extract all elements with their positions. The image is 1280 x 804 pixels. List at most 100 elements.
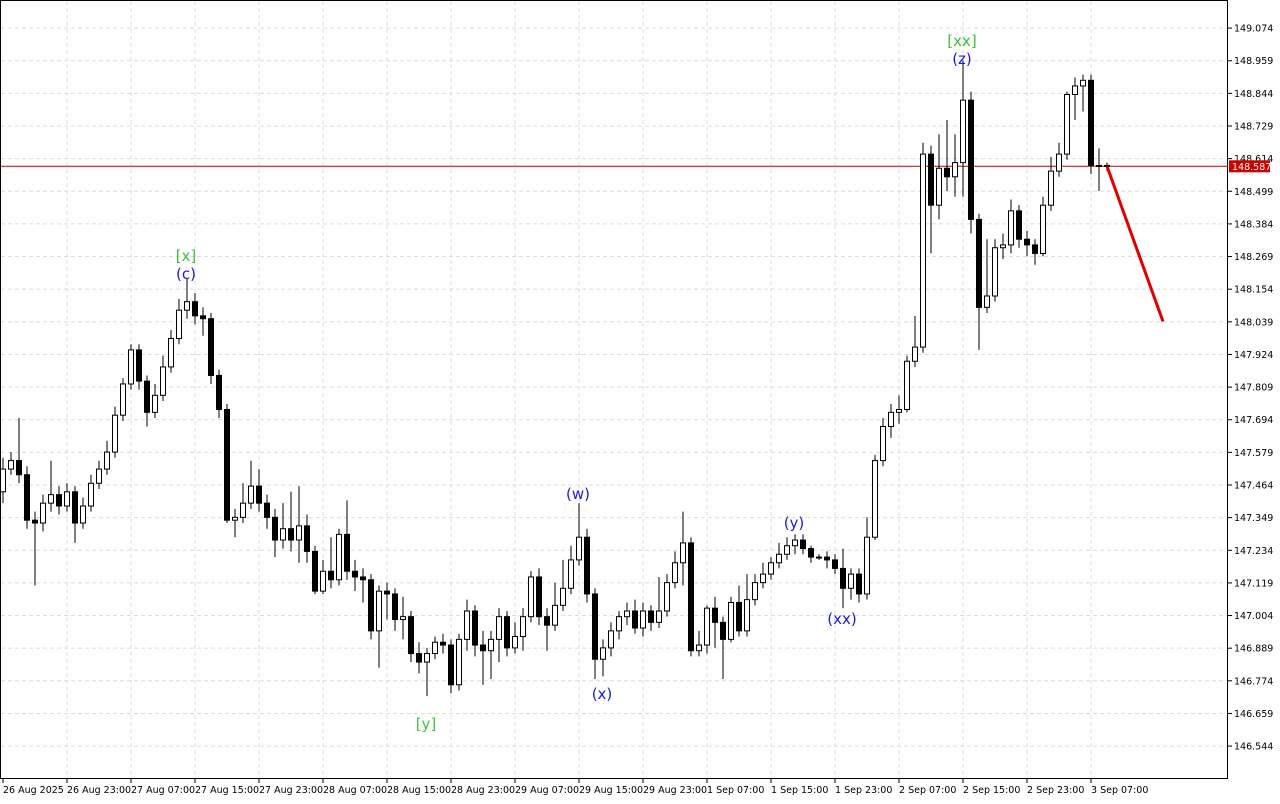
candle-body [232,516,238,521]
candle-body [408,616,414,655]
candle-body [272,516,278,541]
candle-body [880,426,886,462]
candle-body [16,460,22,476]
candle-body [1072,85,1078,96]
candle-body [424,653,430,663]
candle-body [968,99,974,220]
y-tick-label: 146.544 [1234,742,1273,753]
candle-body [864,536,870,595]
candle-body [328,570,334,581]
candle-body [960,99,966,164]
x-tick-label: 29 Aug 07:00 [515,785,579,796]
candle-body [392,593,398,621]
candle-body [312,550,318,592]
x-tick-label: 1 Sep 23:00 [835,785,892,796]
y-tick-label: 147.004 [1234,611,1273,622]
y-tick-label: 149.074 [1234,24,1273,35]
candle-body [824,556,830,561]
candle-body [920,153,926,348]
candle-body [600,647,606,660]
candle-body [744,599,750,632]
y-tick-label: 148.384 [1234,219,1273,230]
candle-body [832,559,838,569]
candle-body [664,582,670,612]
candle-body [216,374,222,411]
candle-body [776,553,782,564]
candle-body [1088,79,1094,166]
candle-body [984,295,990,308]
x-tick-label: 26 Aug 23:00 [67,785,131,796]
x-tick-label: 27 Aug 15:00 [195,785,259,796]
candle-body [696,644,702,652]
candle-body [112,414,118,453]
x-tick-label: 27 Aug 07:00 [131,785,195,796]
wave-label: (xx) [827,610,856,628]
x-tick-label: 28 Aug 23:00 [451,785,515,796]
candle-body [200,315,206,320]
candle-body [168,338,174,368]
candle-body [640,610,646,629]
candle-body [224,409,230,521]
candle-body [96,468,102,484]
y-tick-label: 146.659 [1234,709,1273,720]
candle-body [952,162,958,178]
candle-body [544,616,550,626]
y-tick-label: 148.614 [1234,154,1273,165]
candle-body [464,610,470,640]
y-tick-label: 148.844 [1234,89,1273,100]
candle-body [72,491,78,524]
candle-body [528,576,534,618]
wave-label: (w) [566,485,590,503]
candle-body [0,468,6,493]
candle-body [784,545,790,555]
y-tick-label: 146.889 [1234,644,1273,655]
candle-body [1080,79,1086,87]
y-tick-label: 147.234 [1234,546,1273,557]
candle-body [728,601,734,640]
candle-body [40,502,46,524]
candle-body [160,366,166,396]
candle-body [432,641,438,655]
candle-body [448,644,454,686]
candle-body [64,491,70,507]
candle-body [800,539,806,550]
y-tick-label: 146.774 [1234,676,1273,687]
candle-body [192,301,198,317]
candle-body [680,542,686,564]
candle-body [720,621,726,640]
candle-body [88,482,94,507]
candle-body [440,641,446,646]
y-tick-label: 148.154 [1234,285,1273,296]
candle-body [80,505,86,524]
candle-body [768,562,774,575]
candle-body [1096,164,1102,167]
candle-body [688,542,694,652]
candle-body [816,556,822,559]
x-tick-label: 26 Aug 2025 [3,785,64,796]
candle-body [560,587,566,606]
y-tick-label: 147.579 [1234,448,1273,459]
candle-body [376,590,382,632]
candle-body [608,630,614,649]
candle-body [120,383,126,416]
candle-body [536,576,542,618]
candle-body [104,451,110,470]
candle-body [1048,170,1054,206]
candle-body [488,638,494,652]
plot-frame [0,0,1228,779]
candle-body [504,616,510,649]
candle-body [176,309,182,340]
candle-body [904,360,910,411]
candle-body [1008,210,1014,246]
candle-body [672,562,678,584]
candle-body [336,533,342,581]
candle-body [352,570,358,578]
x-tick-label: 2 Sep 23:00 [1027,785,1084,796]
candle-body [928,153,934,206]
candle-body [1016,210,1022,240]
candle-body [344,533,350,572]
candle-body [144,380,150,413]
candle-body [208,318,214,376]
candle-body [512,636,518,649]
